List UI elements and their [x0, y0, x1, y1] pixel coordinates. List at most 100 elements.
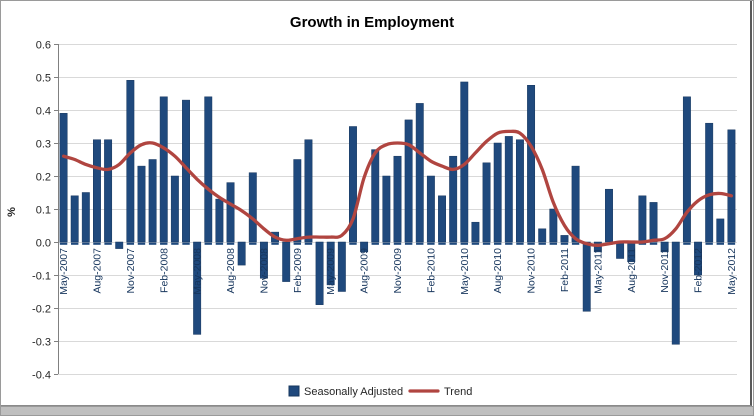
category-axis-dash	[649, 242, 658, 245]
category-axis-dash	[282, 242, 290, 245]
bar-Feb-2008	[159, 96, 168, 243]
bar-Nov-2011	[660, 241, 669, 253]
bar-Apr-2011	[582, 241, 591, 312]
y-tick-label: 0.3	[36, 139, 51, 151]
bar-May-2012	[727, 129, 736, 243]
category-axis-dash	[427, 242, 435, 245]
y-tick-label: -0.2	[32, 304, 51, 316]
bar-Aug-2009	[360, 241, 369, 253]
y-tick-label: 0.6	[36, 40, 51, 52]
category-axis-dash	[148, 242, 157, 245]
category-axis-dash	[571, 242, 580, 245]
bar-Aug-2007	[93, 139, 101, 243]
y-tick-label: -0.1	[32, 271, 51, 283]
category-axis-dash	[193, 242, 201, 245]
category-axis-dash	[382, 242, 391, 245]
category-axis-dash	[727, 242, 736, 245]
category-axis-dash	[404, 242, 413, 245]
category-axis-dash	[237, 242, 246, 245]
y-tick-label: 0.1	[36, 205, 51, 217]
bar-Oct-2011	[649, 202, 658, 243]
category-axis-dash	[638, 242, 647, 245]
bar-Apr-2010	[449, 155, 458, 243]
x-tick-label-Nov-2008: Nov-2008	[258, 248, 270, 294]
bar-Nov-2008	[259, 241, 268, 279]
category-axis-dash	[304, 242, 313, 245]
category-axis-dash	[627, 242, 635, 245]
category-axis-dash	[171, 242, 179, 245]
x-tick-label-Feb-2011: Feb-2011	[559, 248, 571, 292]
category-axis-dash	[137, 242, 146, 245]
category-axis-dash	[126, 242, 135, 245]
x-tick-label-Nov-2010: Nov-2010	[526, 248, 538, 294]
x-tick-label-Aug-2009: Aug-2009	[359, 248, 371, 294]
category-axis-dash	[327, 242, 335, 245]
bar-Jun-2010	[471, 221, 480, 243]
legend-swatch-seasonally-adjusted	[288, 385, 300, 397]
bar-Dec-2009	[404, 119, 413, 243]
category-axis-dash	[104, 242, 112, 245]
y-tick-label: 0.5	[36, 73, 51, 85]
bar-Nov-2010	[527, 85, 536, 243]
bar-Sep-2011	[638, 195, 647, 243]
category-axis-dash	[449, 242, 457, 245]
category-axis-dash	[215, 242, 224, 245]
category-axis-dash	[371, 242, 379, 245]
x-tick-label-Feb-2010: Feb-2010	[425, 248, 437, 293]
category-axis-dash	[460, 242, 468, 245]
category-axis-dash	[616, 242, 624, 245]
category-axis-dash	[315, 242, 324, 245]
legend: Seasonally Adjusted Trend	[288, 385, 472, 398]
bar-May-2009	[326, 241, 335, 286]
bar-Jun-2007	[70, 195, 79, 243]
x-tick-label-Feb-2008: Feb-2008	[158, 248, 170, 293]
bar-Jul-2007	[81, 192, 90, 243]
category-axis-dash	[271, 242, 279, 245]
x-tick-label-Aug-2011: Aug-2011	[626, 248, 638, 293]
x-tick-label-May-2012: May-2012	[726, 248, 738, 295]
category-axis-dash	[393, 242, 402, 245]
bar-Feb-2010	[426, 175, 435, 243]
y-tick-label: 0.0	[36, 238, 51, 250]
category-axis-dash	[71, 242, 79, 245]
bar-Jul-2009	[349, 126, 357, 243]
x-tick-label-May-2009: May-2009	[325, 248, 337, 295]
category-axis-dash	[493, 242, 502, 245]
bar-Sep-2007	[104, 139, 113, 243]
category-axis-dash	[293, 242, 302, 245]
category-axis-dash	[716, 242, 724, 245]
bar-Jul-2008	[215, 198, 224, 243]
axes	[54, 44, 59, 375]
x-tick-label-Aug-2007: Aug-2007	[91, 248, 103, 294]
x-tick-label-May-2010: May-2010	[459, 248, 471, 295]
bar-Jun-2008	[204, 96, 213, 243]
bar-Feb-2009	[293, 159, 302, 243]
category-axis-dash	[260, 242, 268, 245]
bar-Mar-2009	[304, 139, 313, 243]
y-axis-title: %	[6, 207, 18, 217]
bar-Dec-2011	[671, 241, 680, 345]
x-tick-label-May-2008: May-2008	[192, 248, 204, 295]
bar-Nov-2009	[393, 155, 402, 243]
category-axis-dash	[672, 242, 680, 245]
category-axis-dash	[182, 242, 190, 245]
bar-Oct-2008	[248, 172, 257, 243]
axis-labels: 0.6 0.5 0.4 0.3 0.2 0.1 0.0 -0.1 -0.2 -0.3 -0.4 May…	[32, 40, 738, 382]
category-axis-dash	[93, 242, 101, 245]
bar-May-2008	[193, 241, 202, 335]
category-axis-dash	[249, 242, 257, 245]
bar-May-2007	[59, 113, 68, 243]
y-tick-label: 0.2	[36, 172, 51, 184]
bar-Jul-2010	[482, 162, 491, 243]
x-tick-label-Aug-2008: Aug-2008	[225, 248, 237, 294]
category-axis-dash	[349, 242, 357, 245]
bar-Aug-2010	[493, 142, 502, 243]
bar-Mar-2011	[571, 165, 580, 243]
category-axis-dash	[482, 242, 491, 245]
bar-Jun-2011	[605, 188, 613, 243]
category-axis-dash	[705, 242, 713, 245]
bar-Sep-2009	[371, 149, 380, 243]
category-axis-dash	[660, 242, 669, 245]
category-axis-dash	[115, 242, 123, 245]
